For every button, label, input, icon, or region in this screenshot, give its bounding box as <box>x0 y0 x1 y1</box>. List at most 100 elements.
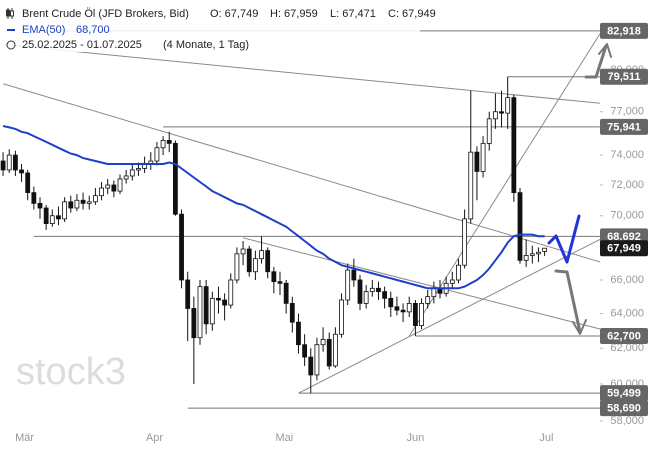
trendline <box>242 237 601 330</box>
candle-body <box>172 142 178 215</box>
candle-body <box>68 201 74 209</box>
x-tick-label: Mär <box>15 432 34 444</box>
arrow-head <box>572 319 587 335</box>
close: C: 67,949 <box>388 8 436 20</box>
candle-body <box>62 201 68 220</box>
candle-body <box>25 172 31 194</box>
candle-body <box>536 251 541 255</box>
price-box-label: 67,949 <box>607 243 641 255</box>
candle-body <box>277 281 283 284</box>
candle-body <box>228 279 234 306</box>
candle-body <box>259 250 264 260</box>
candle-body <box>357 279 363 304</box>
y-tick-label: 72,000 <box>610 179 644 191</box>
candle-body <box>43 207 49 224</box>
candle-body <box>480 142 486 172</box>
legend-name: EMA(50) <box>22 24 65 36</box>
candle-body <box>240 248 246 255</box>
y-tick-label: 62,000 <box>610 342 644 354</box>
header-bg <box>0 2 420 52</box>
candle-body <box>388 297 394 308</box>
date-range: 25.02.2025 - 01.07.2025 <box>22 39 142 51</box>
candle-body <box>222 299 228 306</box>
high: H: 67,959 <box>270 8 318 20</box>
candle-body <box>376 287 381 293</box>
candle-body <box>511 97 517 194</box>
candle-body <box>474 151 480 172</box>
candle-body <box>92 195 98 203</box>
x-tick-label: Jun <box>407 432 425 444</box>
price-box-label: 68,692 <box>607 231 641 243</box>
x-tick-label: Apr <box>146 432 163 444</box>
candle-body <box>252 258 258 273</box>
watermark: stock3 <box>16 351 126 393</box>
candles <box>0 76 548 394</box>
candle-body <box>351 269 357 281</box>
y-tick-label: 74,000 <box>610 149 644 161</box>
candle-body <box>339 299 344 335</box>
y-tick-label: 66,000 <box>610 274 644 286</box>
candle-body <box>6 154 12 171</box>
candle-body <box>320 339 326 346</box>
low: L: 67,471 <box>330 8 376 20</box>
ema-line <box>2 125 545 290</box>
candle-body <box>271 271 277 283</box>
candle-body <box>492 111 498 120</box>
candle-body <box>246 248 252 273</box>
candle-body <box>123 175 129 180</box>
price-box-label: 82,918 <box>607 25 641 37</box>
candle-body <box>117 178 123 192</box>
clock-icon <box>6 40 16 50</box>
instrument: Brent Crude Öl (JFD Brokers, Bid) <box>22 8 189 20</box>
price-box-label: 79,511 <box>607 71 640 83</box>
candle-body <box>56 215 61 220</box>
candle-body <box>136 168 141 171</box>
arrow-head <box>598 43 612 58</box>
price-box-label: 62,700 <box>607 330 641 342</box>
arrow-top <box>584 44 608 79</box>
trendline <box>2 83 601 263</box>
price-box <box>600 240 648 257</box>
price-box <box>600 22 648 39</box>
candle-body <box>289 302 295 323</box>
candle-body <box>529 253 535 256</box>
candle-body <box>419 302 424 326</box>
candle-body <box>99 187 104 197</box>
candle-body <box>363 291 369 304</box>
projection-arrows <box>547 43 612 335</box>
candle-body <box>326 339 332 367</box>
open: O: 67,749 <box>210 8 258 20</box>
candle-body <box>31 192 37 204</box>
price-box-label: 58,690 <box>607 403 641 415</box>
candle-body <box>400 309 406 313</box>
candle-body <box>209 297 215 325</box>
price-box <box>600 400 648 417</box>
arrow-down <box>554 269 582 334</box>
candle-body <box>37 202 43 209</box>
candle-body <box>185 279 191 309</box>
price-box-label: 59,499 <box>607 388 641 400</box>
candle-body <box>191 308 197 339</box>
x-tick-label: Mai <box>275 432 293 444</box>
candle-icon <box>6 8 14 19</box>
price-box-label: 75,941 <box>607 121 641 133</box>
price-axis: 58,00060,00062,00064,00066,00068,00070,0… <box>15 22 648 444</box>
candle-body <box>523 255 529 261</box>
candle-body <box>517 192 523 261</box>
candle-body <box>542 247 548 252</box>
candle-body <box>302 344 308 358</box>
y-tick-label: 77,000 <box>610 106 644 118</box>
price-box <box>600 327 648 344</box>
trendline <box>3 43 601 104</box>
y-tick-label: 58,000 <box>610 415 644 427</box>
candle-body <box>406 302 412 313</box>
y-tick-label: 70,000 <box>610 210 644 222</box>
candle-body <box>105 184 111 189</box>
candle-body <box>111 184 117 192</box>
candle-body <box>216 297 221 301</box>
candle-body <box>234 253 240 281</box>
x-tick-label: Jul <box>539 432 553 444</box>
candle-body <box>308 356 314 376</box>
candle-body <box>314 344 320 376</box>
candle-body <box>394 306 400 311</box>
